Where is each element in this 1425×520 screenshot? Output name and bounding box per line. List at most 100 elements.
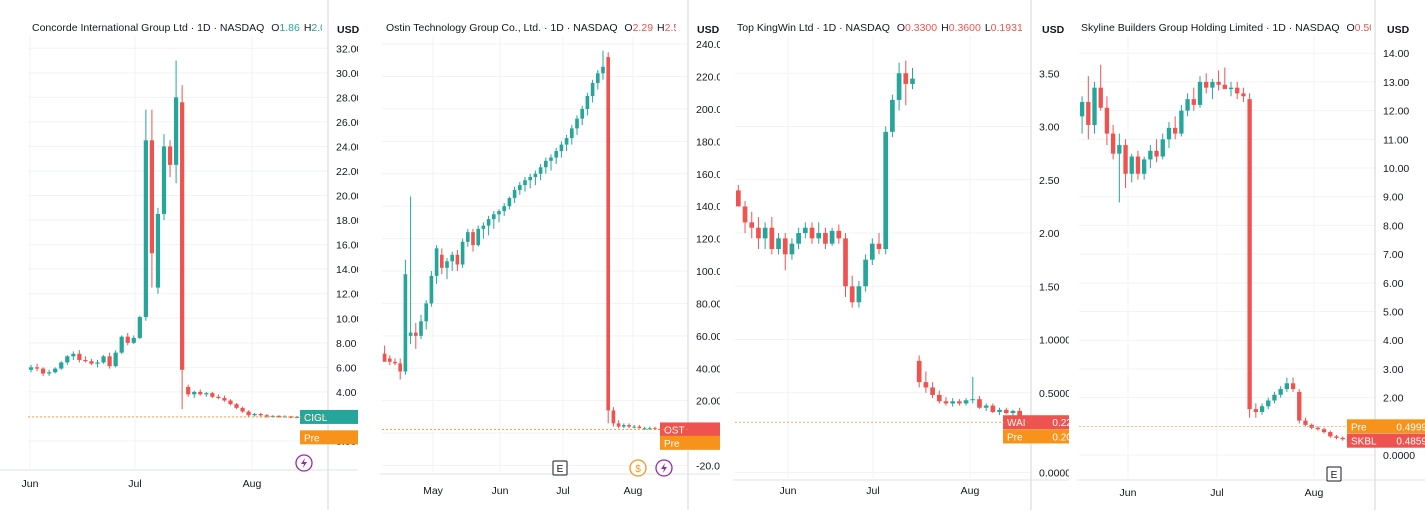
candle-body[interactable]	[1340, 437, 1345, 440]
candle-body[interactable]	[1129, 156, 1134, 174]
candle-body[interactable]	[1185, 99, 1190, 111]
candle-body[interactable]	[1135, 156, 1141, 174]
candle-body[interactable]	[143, 140, 148, 318]
candle-body[interactable]	[450, 254, 455, 262]
candle-body[interactable]	[762, 227, 768, 239]
earnings-icon[interactable]	[1326, 466, 1342, 482]
currency-label[interactable]: USD	[337, 24, 360, 36]
candle-body[interactable]	[28, 367, 34, 370]
currency-label[interactable]: USD	[697, 24, 720, 36]
chart-panel-skbl[interactable]: 14.00 13.00 12.00 11.00 10.00 9.00 8.00 7.00 6.0…	[1077, 0, 1425, 520]
price-badge[interactable]	[1347, 433, 1425, 448]
candle-body[interactable]	[585, 95, 590, 109]
candle-body[interactable]	[1092, 87, 1097, 125]
candle-body[interactable]	[1110, 133, 1116, 154]
candle-body[interactable]	[896, 73, 902, 100]
candle-body[interactable]	[387, 358, 392, 362]
chart-svg-ost[interactable]: 240.00 220.00 200.00 180.00 160.00 140.00 120.…	[380, 0, 720, 520]
candle-body[interactable]	[538, 167, 543, 174]
candle-body[interactable]	[403, 274, 408, 372]
candle-body[interactable]	[173, 97, 179, 165]
candle-body[interactable]	[616, 423, 621, 427]
candle-body[interactable]	[977, 399, 982, 408]
candle-body[interactable]	[222, 398, 227, 401]
candle-body[interactable]	[1241, 93, 1246, 97]
candle-body[interactable]	[1266, 400, 1271, 407]
candle-body[interactable]	[756, 227, 761, 239]
candle-body[interactable]	[180, 102, 185, 370]
candle-body[interactable]	[210, 393, 215, 397]
candle-body[interactable]	[776, 238, 781, 250]
candle-body[interactable]	[1166, 127, 1172, 140]
candle-body[interactable]	[240, 407, 245, 412]
candle-body[interactable]	[65, 356, 70, 363]
candle-body[interactable]	[1259, 406, 1265, 412]
candle-body[interactable]	[1086, 102, 1091, 125]
candle-body[interactable]	[869, 243, 875, 260]
candle-body[interactable]	[590, 83, 595, 96]
candle-body[interactable]	[1321, 429, 1327, 433]
candle-body[interactable]	[554, 151, 559, 158]
chart-panel-cigl[interactable]: 32.00 30.00 28.00 26.00 24.00 22.00 20.00 18.00…	[0, 0, 360, 520]
candle-body[interactable]	[823, 233, 828, 244]
candle-body[interactable]	[575, 118, 579, 129]
chart-panel-ost[interactable]: 240.00 220.00 200.00 180.00 160.00 140.00 120.…	[380, 0, 720, 520]
candle-body[interactable]	[429, 275, 434, 304]
candle-body[interactable]	[627, 424, 631, 427]
candle-body[interactable]	[1290, 383, 1296, 390]
candle-body[interactable]	[523, 180, 527, 186]
candle-body[interactable]	[595, 73, 600, 84]
candle-body[interactable]	[1235, 87, 1240, 94]
candle-body[interactable]	[990, 405, 996, 412]
candle-body[interactable]	[1315, 427, 1321, 430]
candle-body[interactable]	[439, 254, 444, 268]
candle-body[interactable]	[1297, 391, 1302, 421]
candle-body[interactable]	[270, 415, 275, 417]
candle-body[interactable]	[642, 428, 647, 430]
candle-body[interactable]	[829, 230, 835, 244]
candle-body[interactable]	[1010, 410, 1016, 414]
candle-body[interactable]	[1123, 145, 1128, 174]
candle-body[interactable]	[53, 368, 58, 373]
candle-body[interactable]	[528, 177, 533, 181]
candle-body[interactable]	[816, 233, 822, 239]
candle-body[interactable]	[89, 361, 94, 364]
chart-svg-skbl[interactable]: 14.00 13.00 12.00 11.00 10.00 9.00 8.00 7.00 6.0…	[1077, 0, 1425, 520]
candle-body[interactable]	[863, 259, 868, 287]
candle-body[interactable]	[1204, 81, 1209, 88]
candle-body[interactable]	[1003, 409, 1009, 414]
candle-body[interactable]	[742, 206, 748, 223]
price-badge[interactable]	[300, 430, 358, 445]
candle-body[interactable]	[1197, 81, 1203, 105]
candle-body[interactable]	[930, 387, 935, 395]
candle-body[interactable]	[910, 78, 915, 84]
chart-svg-cigl[interactable]: 32.00 30.00 28.00 26.00 24.00 22.00 20.00 18.00…	[0, 0, 358, 520]
candle-body[interactable]	[1210, 81, 1215, 88]
candle-body[interactable]	[119, 336, 124, 353]
candle-body[interactable]	[1303, 420, 1308, 425]
candle-body[interactable]	[1328, 432, 1333, 437]
candle-body[interactable]	[950, 401, 956, 404]
candle-body[interactable]	[1253, 409, 1259, 412]
candle-body[interactable]	[1228, 87, 1234, 90]
candle-body[interactable]	[40, 368, 46, 374]
candle-body[interactable]	[1334, 436, 1339, 438]
candle-body[interactable]	[77, 353, 82, 360]
candle-body[interactable]	[1098, 87, 1103, 108]
candle-body[interactable]	[1141, 159, 1147, 174]
candle-body[interactable]	[963, 400, 969, 404]
candle-body[interactable]	[59, 362, 64, 369]
candle-body[interactable]	[957, 401, 962, 404]
candle-body[interactable]	[653, 428, 657, 430]
candle-body[interactable]	[131, 337, 136, 343]
candle-body[interactable]	[647, 428, 652, 430]
candle-body[interactable]	[943, 401, 949, 404]
candle-body[interactable]	[47, 372, 52, 374]
candle-body[interactable]	[107, 356, 112, 367]
candle-body[interactable]	[125, 336, 130, 343]
candle-body[interactable]	[1154, 150, 1159, 157]
candle-body[interactable]	[569, 128, 574, 139]
candle-body[interactable]	[809, 227, 815, 239]
earnings-icon[interactable]	[552, 460, 568, 476]
candle-body[interactable]	[1179, 110, 1184, 134]
